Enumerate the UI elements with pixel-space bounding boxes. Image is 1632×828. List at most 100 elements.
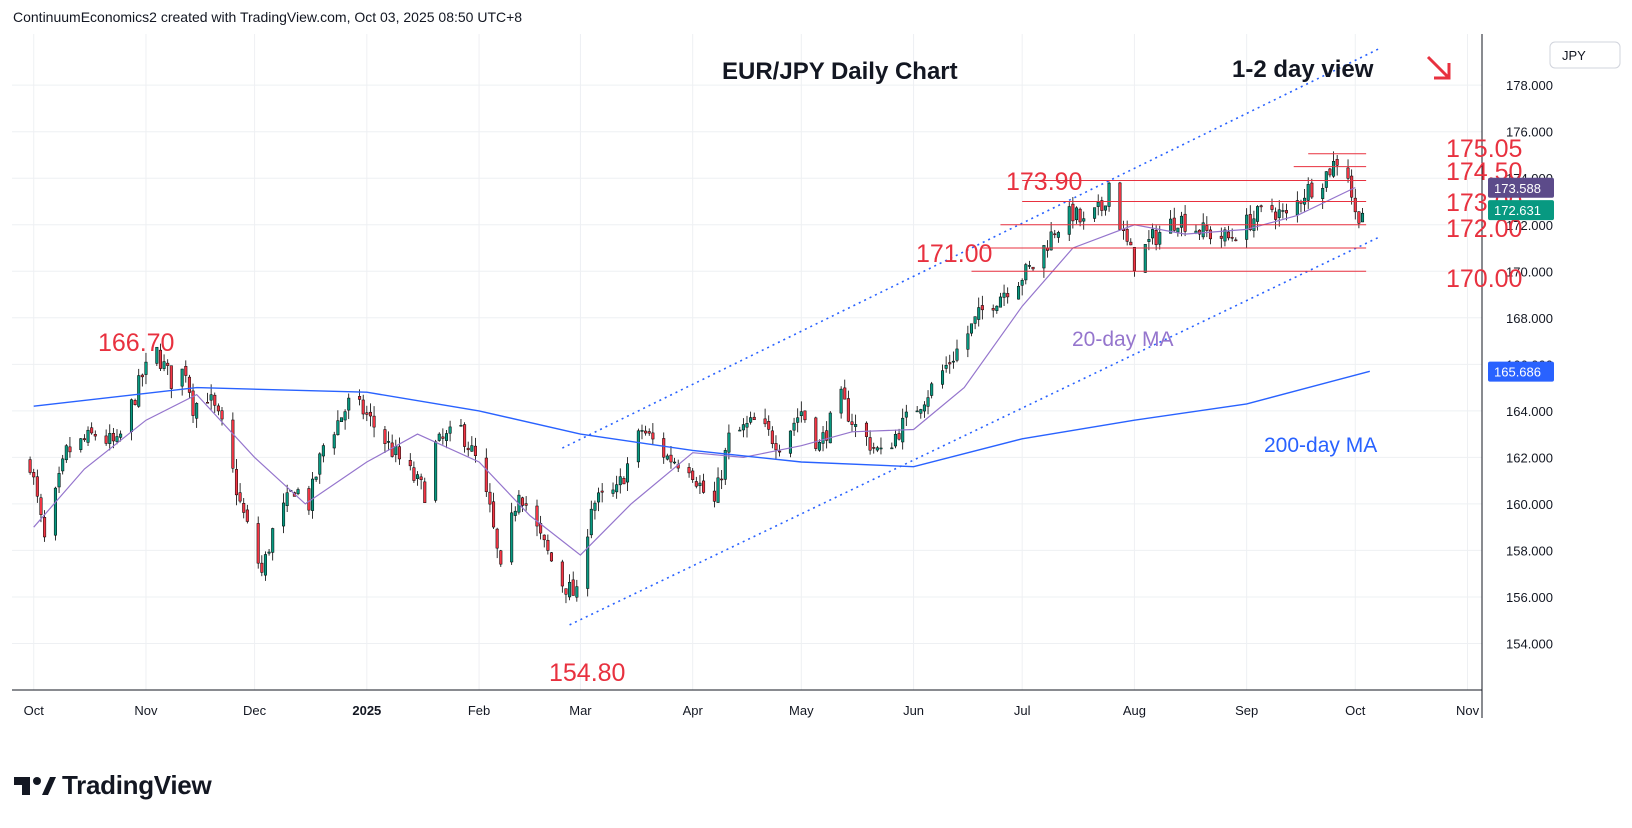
candle-body bbox=[1284, 210, 1289, 214]
candle-body bbox=[162, 361, 166, 369]
candle-body bbox=[1049, 231, 1053, 251]
candle-body bbox=[169, 365, 173, 389]
candle-body bbox=[1201, 222, 1205, 238]
candle-body bbox=[1096, 201, 1100, 207]
candle-body bbox=[499, 550, 503, 565]
chart-title: EUR/JPY Daily Chart bbox=[722, 58, 958, 85]
candle-body bbox=[879, 447, 883, 450]
candle-body bbox=[1332, 161, 1336, 177]
channel-line bbox=[561, 47, 1381, 449]
chart-caption: ContinuumEconomics2 created with Trading… bbox=[13, 9, 523, 25]
candle-body bbox=[347, 397, 351, 411]
candle-body bbox=[314, 476, 318, 480]
level-label: 170.00 bbox=[1446, 265, 1522, 293]
candle-body bbox=[687, 467, 691, 474]
y-tick-label: 154.000 bbox=[1506, 636, 1553, 651]
candle-body bbox=[1227, 231, 1231, 239]
candle-body bbox=[850, 421, 854, 425]
candle-body bbox=[1321, 188, 1325, 199]
grid-lines bbox=[12, 34, 1482, 690]
candle-body bbox=[90, 427, 94, 434]
candle-body bbox=[1179, 215, 1184, 228]
candle-body bbox=[1020, 280, 1024, 286]
candle-body bbox=[644, 430, 648, 434]
candle-body bbox=[948, 362, 952, 365]
candle-body bbox=[651, 432, 655, 440]
candle-body bbox=[187, 376, 191, 393]
candle-body bbox=[470, 445, 474, 452]
candle-body bbox=[593, 502, 597, 511]
y-tick-label: 172.000 bbox=[1506, 218, 1553, 233]
candle-body bbox=[1295, 200, 1299, 216]
trend-channel bbox=[561, 47, 1381, 626]
candle-body bbox=[738, 429, 742, 432]
tradingview-logo-icon bbox=[14, 776, 56, 795]
candle-body bbox=[1361, 212, 1365, 223]
candle-body bbox=[568, 581, 572, 598]
candle-body bbox=[673, 461, 677, 464]
candle-body bbox=[941, 370, 945, 385]
candle-body bbox=[216, 405, 220, 412]
candle-body bbox=[61, 458, 65, 472]
candle-body bbox=[412, 467, 416, 481]
candle-body bbox=[821, 432, 825, 444]
level-label: 171.00 bbox=[916, 240, 992, 268]
candle-body bbox=[1103, 205, 1107, 211]
candle-body bbox=[1274, 211, 1278, 220]
candle-body bbox=[542, 534, 546, 541]
candle-body bbox=[535, 505, 539, 527]
candle-body bbox=[394, 446, 398, 456]
y-tick-label: 170.000 bbox=[1506, 264, 1553, 279]
candle-body bbox=[1002, 292, 1006, 298]
candle-body bbox=[564, 588, 568, 595]
candle-body bbox=[694, 481, 698, 487]
candle-body bbox=[220, 410, 224, 420]
candle-body bbox=[1132, 247, 1136, 271]
candle-body bbox=[79, 438, 83, 450]
ma200-line bbox=[33, 370, 1370, 468]
candle-body bbox=[817, 442, 821, 451]
candle-body bbox=[57, 473, 61, 488]
candle-body bbox=[1042, 245, 1046, 269]
candle-body bbox=[626, 463, 630, 483]
candle-body bbox=[944, 365, 948, 369]
candle-body bbox=[796, 417, 800, 423]
candle-body bbox=[969, 323, 973, 334]
candle-body bbox=[1350, 175, 1354, 198]
x-tick-label: Jul bbox=[1014, 703, 1031, 718]
candle-body bbox=[1245, 214, 1249, 240]
candle-body bbox=[1125, 229, 1129, 242]
candle-body bbox=[510, 512, 514, 563]
candle-body bbox=[321, 445, 325, 457]
candle-body bbox=[466, 447, 470, 451]
candle-body bbox=[915, 410, 919, 413]
candle-body bbox=[1107, 182, 1111, 207]
candle-body bbox=[745, 423, 749, 428]
candle-body bbox=[691, 470, 695, 480]
y-tick-label: 160.000 bbox=[1506, 497, 1553, 512]
x-tick-label: Nov bbox=[134, 703, 158, 718]
candle-body bbox=[977, 307, 981, 320]
candle-body bbox=[155, 346, 159, 364]
candle-body bbox=[1353, 197, 1357, 213]
candle-body bbox=[727, 432, 731, 453]
candle-body bbox=[597, 492, 601, 503]
candle-body bbox=[158, 349, 162, 369]
tradingview-logo[interactable]: TradingView bbox=[14, 770, 212, 801]
axes: 154.000 156.000 158.000 160.000 162.000 164.0… bbox=[12, 34, 1553, 718]
candle-body bbox=[636, 430, 640, 463]
candle-body bbox=[723, 450, 727, 480]
candle-body bbox=[35, 476, 39, 497]
currency-button[interactable]: JPY bbox=[1549, 41, 1621, 69]
price-tag-label: 172.631 bbox=[1494, 203, 1541, 218]
candle-body bbox=[307, 488, 311, 511]
candle-body bbox=[846, 398, 850, 422]
candle-body bbox=[495, 528, 499, 549]
candle-body bbox=[32, 472, 36, 478]
candle-body bbox=[1017, 285, 1021, 300]
candle-body bbox=[191, 390, 195, 416]
candle-body bbox=[231, 419, 235, 469]
candle-body bbox=[922, 404, 926, 412]
candle-body bbox=[256, 523, 260, 564]
